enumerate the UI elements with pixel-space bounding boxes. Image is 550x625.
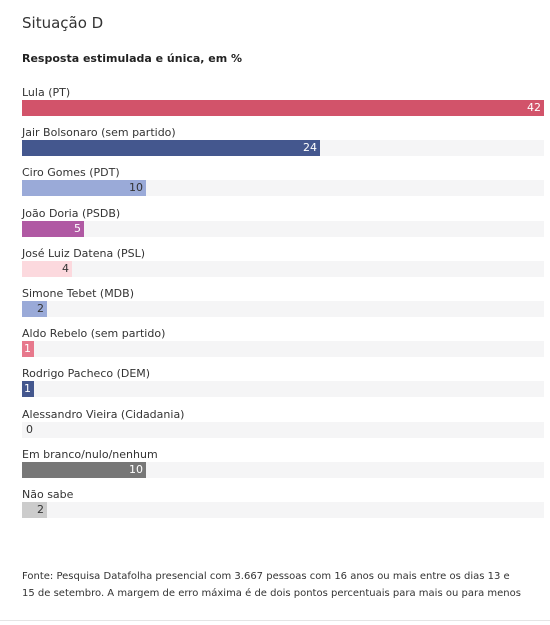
- category-label-lula-pt: Lula (PT): [22, 86, 71, 99]
- bar-joao-doria-psdb: [22, 221, 84, 237]
- bottom-divider: [0, 620, 550, 621]
- bar-rodrigo-pacheco-dem: [22, 381, 34, 397]
- value-label-jair-bolsonaro-sem-partido: 24: [303, 141, 317, 154]
- value-label-ciro-gomes-pdt: 10: [129, 181, 143, 194]
- value-label-em-branco-nulo-nenhum: 10: [129, 463, 143, 476]
- value-label-aldo-rebelo-sem-partido: 1: [24, 342, 31, 355]
- bar-track-em-branco-nulo-nenhum: [22, 462, 544, 478]
- bar-track-rodrigo-pacheco-dem: [22, 381, 544, 397]
- value-label-simone-tebet-mdb: 2: [37, 302, 44, 315]
- value-label-lula-pt: 42: [527, 101, 541, 114]
- value-label-jose-luiz-datena-psl: 4: [62, 262, 69, 275]
- source-note: Fonte: Pesquisa Datafolha presencial com…: [22, 571, 521, 599]
- bar-track-alessandro-vieira-cidadania: [22, 422, 544, 438]
- category-label-simone-tebet-mdb: Simone Tebet (MDB): [22, 287, 134, 300]
- bar-track-jose-luiz-datena-psl: [22, 261, 544, 277]
- bar-track-simone-tebet-mdb: [22, 301, 544, 317]
- category-label-joao-doria-psdb: João Doria (PSDB): [22, 207, 121, 220]
- bar-track-nao-sabe: [22, 502, 544, 518]
- category-label-jose-luiz-datena-psl: José Luiz Datena (PSL): [22, 247, 146, 260]
- category-label-nao-sabe: Não sabe: [22, 488, 74, 501]
- bar-track-joao-doria-psdb: [22, 221, 544, 237]
- bar-simone-tebet-mdb: [22, 301, 47, 317]
- category-label-rodrigo-pacheco-dem: Rodrigo Pacheco (DEM): [22, 367, 151, 380]
- category-label-aldo-rebelo-sem-partido: Aldo Rebelo (sem partido): [22, 327, 166, 340]
- bar-nao-sabe: [22, 502, 47, 518]
- value-label-rodrigo-pacheco-dem: 1: [24, 382, 31, 395]
- category-label-jair-bolsonaro-sem-partido: Jair Bolsonaro (sem partido): [22, 126, 176, 139]
- bar-jair-bolsonaro-sem-partido: [22, 140, 320, 156]
- category-label-ciro-gomes-pdt: Ciro Gomes (PDT): [22, 166, 120, 179]
- chart-title: Situação D: [22, 14, 104, 32]
- chart-subtitle: Resposta estimulada e única, em %: [22, 52, 243, 65]
- bar-aldo-rebelo-sem-partido: [22, 341, 34, 357]
- bar-em-branco-nulo-nenhum: [22, 462, 146, 478]
- value-label-joao-doria-psdb: 5: [74, 222, 81, 235]
- bar-lula-pt: [22, 100, 544, 116]
- category-label-em-branco-nulo-nenhum: Em branco/nulo/nenhum: [22, 448, 158, 461]
- category-label-alessandro-vieira-cidadania: Alessandro Vieira (Cidadania): [22, 408, 185, 421]
- bar-track-ciro-gomes-pdt: [22, 180, 544, 196]
- bar-chart: Lula (PT) 42 Jair Bolsonaro (sem partido) 2…: [22, 86, 544, 518]
- bar-ciro-gomes-pdt: [22, 180, 146, 196]
- bar-jose-luiz-datena-psl: [22, 261, 72, 277]
- value-label-nao-sabe: 2: [37, 503, 44, 516]
- bar-track-aldo-rebelo-sem-partido: [22, 341, 544, 357]
- value-label-alessandro-vieira-cidadania: 0: [26, 423, 33, 436]
